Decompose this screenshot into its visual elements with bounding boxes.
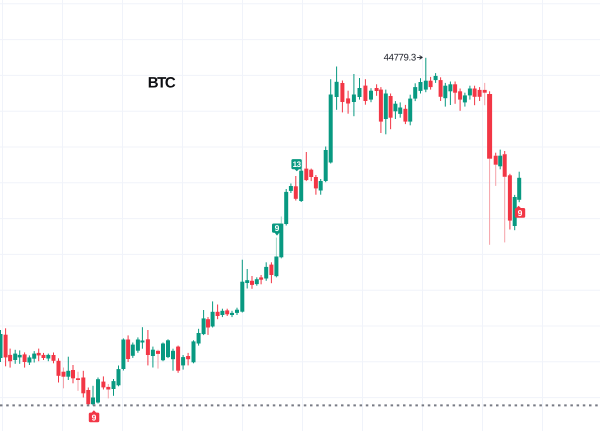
svg-text:44779.3: 44779.3 xyxy=(384,53,416,64)
svg-text:9: 9 xyxy=(92,412,97,422)
svg-text:9: 9 xyxy=(275,223,280,233)
svg-text:13: 13 xyxy=(293,160,302,169)
svg-text:BTC: BTC xyxy=(148,74,176,91)
svg-text:9: 9 xyxy=(518,208,523,218)
